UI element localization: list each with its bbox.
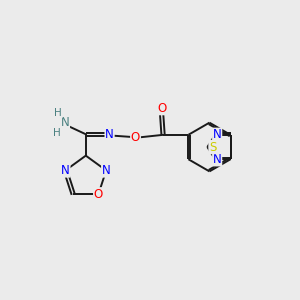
Text: N: N [61,116,69,129]
Text: S: S [209,140,216,154]
Text: N: N [61,164,70,177]
Text: N: N [213,128,222,141]
Text: O: O [94,188,103,201]
Text: H: H [53,128,61,138]
Text: O: O [157,102,166,115]
Text: O: O [131,131,140,144]
Text: N: N [102,164,110,177]
Text: N: N [105,128,114,141]
Text: H: H [54,108,62,118]
Text: N: N [213,153,222,166]
